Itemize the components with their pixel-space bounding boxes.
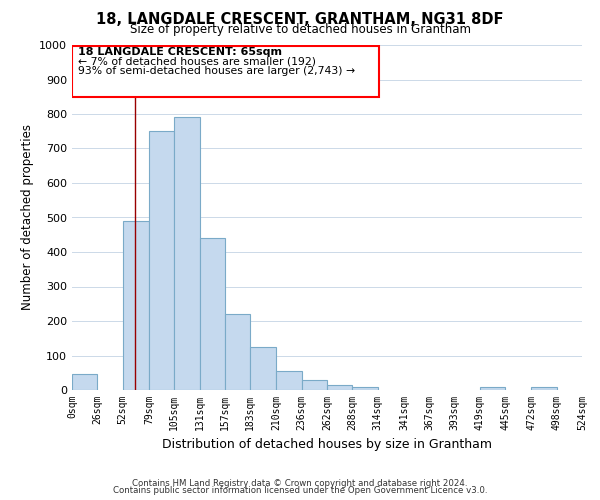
Bar bbox=[72, 46, 379, 97]
Text: Contains HM Land Registry data © Crown copyright and database right 2024.: Contains HM Land Registry data © Crown c… bbox=[132, 478, 468, 488]
Text: ← 7% of detached houses are smaller (192): ← 7% of detached houses are smaller (192… bbox=[78, 56, 316, 66]
Bar bbox=[327, 385, 352, 390]
Bar bbox=[199, 238, 225, 390]
Bar bbox=[352, 386, 377, 390]
Bar bbox=[250, 347, 277, 390]
Bar bbox=[480, 387, 505, 390]
Text: 18, LANGDALE CRESCENT, GRANTHAM, NG31 8DF: 18, LANGDALE CRESCENT, GRANTHAM, NG31 8D… bbox=[96, 12, 504, 28]
Text: 93% of semi-detached houses are larger (2,743) →: 93% of semi-detached houses are larger (… bbox=[78, 66, 355, 76]
Bar bbox=[532, 387, 557, 390]
Text: 18 LANGDALE CRESCENT: 65sqm: 18 LANGDALE CRESCENT: 65sqm bbox=[78, 48, 282, 58]
Text: Contains public sector information licensed under the Open Government Licence v3: Contains public sector information licen… bbox=[113, 486, 487, 495]
Bar bbox=[122, 221, 149, 390]
Bar bbox=[302, 380, 327, 390]
Bar bbox=[277, 371, 302, 390]
Bar bbox=[174, 118, 200, 390]
Bar bbox=[149, 131, 174, 390]
Bar bbox=[225, 314, 250, 390]
X-axis label: Distribution of detached houses by size in Grantham: Distribution of detached houses by size … bbox=[162, 438, 492, 452]
Y-axis label: Number of detached properties: Number of detached properties bbox=[20, 124, 34, 310]
Text: Size of property relative to detached houses in Grantham: Size of property relative to detached ho… bbox=[130, 22, 470, 36]
Bar bbox=[72, 374, 97, 390]
